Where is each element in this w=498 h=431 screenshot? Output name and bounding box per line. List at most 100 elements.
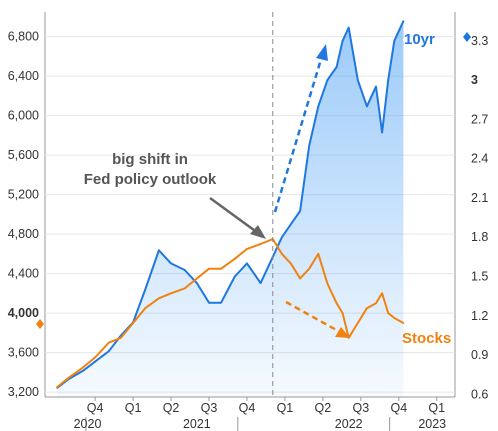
point-stocks [183,287,186,290]
point-stocks [375,302,377,305]
x-tick-label: Q2 [315,401,332,415]
point-stocks [158,297,160,300]
trend-arrow-blue [273,55,324,213]
x-axis: Q4 Q1 Q2 Q3 Q4 Q1 Q2 Q3 Q4 Q1 2020 2021 2022 2023 [74,397,446,431]
point-10yr [208,301,210,304]
x-tick-label: Q3 [353,401,370,415]
point-10yr [317,105,320,108]
point-stocks [281,253,283,255]
point-stocks [132,322,135,324]
point-10yr [341,39,344,42]
left-tick-label: 4,800 [8,227,39,241]
point-10yr [233,275,236,278]
point-10yr [281,236,283,239]
left-tick-label: 5,600 [8,148,39,162]
point-10yr [94,360,96,363]
point-10yr [375,85,377,88]
annotation-arrowhead [250,225,266,239]
point-stocks [82,366,84,369]
point-stocks [233,257,236,260]
point-stocks [356,322,359,324]
point-10yr [220,301,223,304]
point-stocks [144,307,147,310]
left-tick-label: 6,800 [8,30,39,44]
x-tick-label: Q2 [163,401,180,415]
point-stocks [68,376,71,379]
point-stocks [366,307,368,310]
annotation-text: Fed policy outlook [84,171,217,188]
point-10yr [144,288,147,291]
point-stocks [94,356,96,359]
point-10yr [347,26,350,29]
point-10yr [356,79,359,81]
right-tick-label: 3 [471,73,478,87]
point-stocks [335,302,338,305]
right-tick-label: 1.5 [471,270,488,284]
area-fills [57,21,404,397]
point-stocks [259,243,262,245]
left-tick-label: 4,400 [8,267,39,281]
x-tick-label: Q4 [239,401,256,415]
left-axis: 3,200 3,600 4,000 4,400 4,800 5,200 5,600 6,000… [8,30,39,399]
trend-arrowhead-orange [335,327,350,338]
left-tick-label: 5,200 [8,188,39,202]
left-tick-label: 6,000 [8,109,39,123]
point-stocks [170,292,172,295]
annotation-text: big shift in [112,151,188,168]
point-stocks [246,248,248,250]
x-tick-label: Q1 [277,401,294,415]
point-stocks [341,312,344,314]
point-stocks [317,253,320,255]
right-tick-label: 2.1 [471,191,488,205]
right-tick-label: 1.2 [471,309,488,323]
point-stocks [299,277,301,280]
point-10yr [299,210,301,212]
x-tick-label: Q3 [201,401,218,415]
point-stocks [393,317,396,319]
point-10yr [335,66,338,68]
right-tick-label: 3.3 [471,34,488,48]
series-lines [56,20,405,389]
left-axis-marker [36,319,44,329]
point-10yr [326,79,329,81]
point-10yr [387,79,390,81]
point-10yr [308,144,311,147]
right-tick-label: 0.6 [471,387,488,401]
point-10yr [246,262,248,265]
left-tick-label: 6,400 [8,69,39,83]
year-label: 2020 [74,417,102,431]
x-tick-label: Q4 [87,401,104,415]
point-stocks [381,292,383,295]
left-tick-label: 4,000 [8,306,39,320]
x-tick-label: Q1 [428,401,445,415]
point-10yr [381,131,383,134]
point-stocks [107,341,110,344]
right-axis: 0.6 0.9 1.2 1.5 1.8 2.1 2.4 2.7 3 3.3 [471,34,488,402]
right-axis-marker [463,32,471,42]
point-stocks [120,336,122,339]
point-stocks [308,267,311,270]
point-10yr [366,105,368,108]
series-label-stocks: Stocks [402,330,451,347]
point-10yr [183,269,186,271]
point-stocks [402,322,405,324]
right-tick-label: 0.9 [471,348,488,362]
point-10yr [82,369,84,372]
year-label: 2023 [418,417,446,431]
point-10yr [393,39,396,42]
right-tick-label: 2.7 [471,112,488,126]
point-10yr [196,282,198,284]
left-tick-label: 3,600 [8,346,39,360]
line-stocks [56,238,404,388]
point-stocks [387,312,390,314]
year-label: 2022 [335,417,363,431]
point-10yr [170,262,172,265]
left-tick-label: 3,200 [8,385,39,399]
point-stocks [196,277,198,280]
x-tick-label: Q1 [125,401,142,415]
point-10yr [158,249,160,252]
trend-arrow-orange [285,300,341,334]
point-10yr [259,282,262,284]
trend-arrowhead-blue [316,44,328,61]
